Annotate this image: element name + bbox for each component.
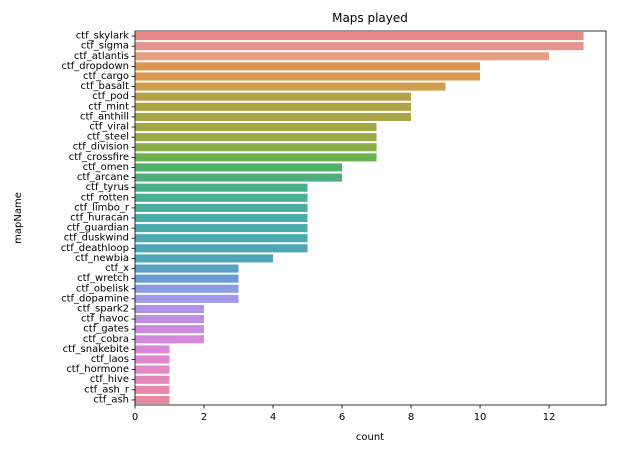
bar-ctf-deathloop — [135, 244, 308, 253]
category-labels-group: ctf_skylarkctf_sigmactf_atlantisctf_drop… — [61, 31, 135, 405]
y-tick-label: ctf_pod — [92, 91, 129, 102]
bars-group — [135, 32, 584, 404]
bar-ctf-omen — [135, 163, 343, 172]
bar-ctf-division — [135, 143, 377, 152]
y-tick-label: ctf_viral — [89, 122, 129, 133]
y-tick-label: ctf_laos — [91, 354, 129, 365]
bar-ctf-sigma — [135, 42, 584, 51]
y-tick-label: ctf_hormone — [66, 364, 129, 375]
bar-ctf-snakebite — [135, 345, 170, 354]
y-tick-label: ctf_snakebite — [63, 344, 129, 355]
bar-ctf-spark2 — [135, 304, 205, 314]
bar-ctf-rotten — [135, 193, 308, 202]
bar-ctf-mint — [135, 102, 412, 111]
bar-ctf-duskwind — [135, 234, 308, 243]
bar-ctf-pod — [135, 92, 412, 101]
x-tick-label: 8 — [408, 412, 414, 423]
y-tick-label: ctf_limbo_r — [74, 202, 130, 213]
bar-ctf-guardian — [135, 224, 308, 233]
y-tick-label: ctf_spark2 — [77, 303, 129, 314]
y-tick-label: ctf_division — [73, 142, 129, 153]
y-tick-label: ctf_deathloop — [61, 243, 129, 254]
bar-ctf-cobra — [135, 335, 205, 344]
y-tick-label: ctf_ash_r — [84, 384, 130, 395]
bar-ctf-anthill — [135, 112, 412, 121]
y-tick-label: ctf_ash — [93, 394, 129, 405]
bar-ctf-skylark — [135, 32, 584, 41]
bar-ctf-dopamine — [135, 294, 239, 303]
bar-ctf-huracan — [135, 213, 308, 223]
bar-ctf-wretch — [135, 274, 239, 283]
y-tick-label: ctf_sigma — [81, 41, 129, 52]
y-tick-label: ctf_omen — [83, 162, 129, 173]
x-tick-label: 10 — [474, 412, 487, 423]
bar-ctf-havoc — [135, 315, 205, 324]
y-tick-label: ctf_steel — [87, 132, 129, 143]
y-tick-label: ctf_duskwind — [64, 233, 129, 244]
y-tick-label: ctf_x — [105, 263, 129, 274]
y-tick-label: ctf_dropdown — [61, 61, 129, 72]
y-tick-label: ctf_newbia — [75, 253, 129, 264]
bar-ctf-ash — [135, 395, 170, 404]
x-tick-label: 2 — [201, 412, 207, 423]
y-tick-label: ctf_atlantis — [74, 51, 129, 62]
bar-ctf-tyrus — [135, 183, 308, 192]
y-tick-label: ctf_basalt — [81, 81, 130, 92]
x-tick-label: 6 — [339, 412, 345, 423]
y-tick-label: ctf_hive — [90, 374, 129, 385]
x-axis-label: count — [356, 432, 384, 443]
bar-ctf-atlantis — [135, 52, 550, 61]
bar-ctf-hive — [135, 375, 170, 384]
y-tick-label: ctf_cargo — [83, 71, 129, 82]
bar-ctf-crossfire — [135, 153, 377, 162]
bar-ctf-x — [135, 264, 239, 273]
y-tick-label: ctf_obelisk — [76, 283, 129, 294]
y-tick-label: ctf_dopamine — [61, 293, 129, 304]
y-tick-label: ctf_mint — [88, 101, 129, 112]
y-tick-label: ctf_rotten — [81, 192, 129, 203]
y-tick-label: ctf_crossfire — [69, 152, 129, 163]
bar-ctf-obelisk — [135, 284, 239, 293]
bar-ctf-dropdown — [135, 62, 481, 71]
y-tick-label: ctf_skylark — [76, 31, 130, 42]
bar-ctf-limbo-r — [135, 203, 308, 212]
bar-ctf-gates — [135, 325, 205, 334]
y-tick-label: ctf_gates — [83, 324, 129, 335]
bar-ctf-ash-r — [135, 385, 170, 394]
y-tick-label: ctf_tyrus — [86, 182, 129, 193]
y-axis-label: mapName — [13, 192, 24, 244]
bar-ctf-hormone — [135, 365, 170, 374]
bar-ctf-newbia — [135, 254, 274, 263]
bar-ctf-viral — [135, 122, 377, 132]
bar-ctf-cargo — [135, 72, 481, 81]
plot-frame — [134, 30, 607, 406]
x-tick-label: 4 — [270, 412, 276, 423]
y-tick-label: ctf_guardian — [67, 223, 129, 234]
bar-ctf-steel — [135, 133, 377, 142]
x-ticks-group: 0 2 4 6 8 10 12 — [132, 405, 556, 423]
bar-ctf-arcane — [135, 173, 343, 182]
y-tick-label: ctf_havoc — [81, 314, 129, 325]
bar-ctf-basalt — [135, 82, 446, 91]
x-tick-label: 12 — [543, 412, 556, 423]
y-tick-label: ctf_arcane — [77, 172, 129, 183]
bar-ctf-laos — [135, 355, 170, 364]
y-tick-label: ctf_wretch — [77, 273, 129, 284]
x-tick-label: 0 — [132, 412, 138, 423]
chart-title: Maps played — [332, 11, 408, 25]
y-tick-label: ctf_cobra — [83, 334, 129, 345]
y-tick-label: ctf_huracan — [70, 213, 129, 224]
y-tick-label: ctf_anthill — [80, 111, 129, 122]
